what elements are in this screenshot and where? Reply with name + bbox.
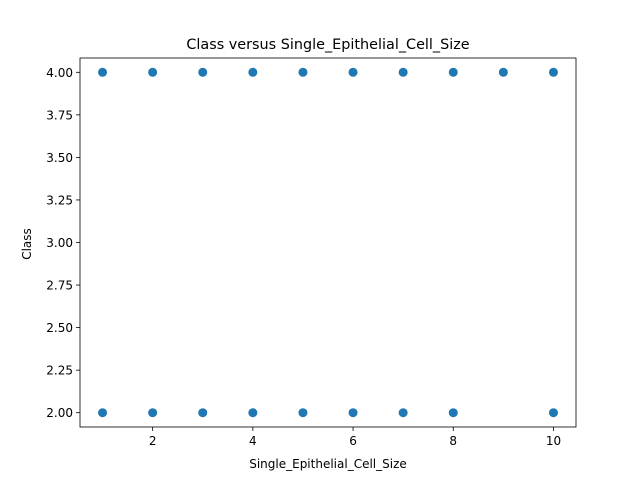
data-point (198, 408, 208, 418)
x-tick-label: 2 (149, 434, 157, 448)
data-point (198, 67, 208, 77)
y-tick-label: 3.75 (46, 108, 73, 122)
data-point (98, 67, 108, 77)
y-tick-label: 2.00 (46, 406, 73, 420)
y-tick-label: 4.00 (46, 66, 73, 80)
data-point (148, 67, 158, 77)
data-point (298, 67, 308, 77)
data-point (298, 408, 308, 418)
data-point (548, 67, 558, 77)
data-point (548, 408, 558, 418)
y-tick-label: 3.25 (46, 193, 73, 207)
data-point (348, 408, 358, 418)
y-tick-label: 2.50 (46, 321, 73, 335)
y-axis-label: Class (20, 228, 34, 260)
x-tick-label: 8 (449, 434, 457, 448)
data-point (148, 408, 158, 418)
data-point (448, 67, 458, 77)
data-point (398, 67, 408, 77)
y-tick-label: 3.00 (46, 236, 73, 250)
x-axis-label: Single_Epithelial_Cell_Size (249, 457, 407, 471)
points-layer (98, 67, 558, 418)
data-point (248, 67, 258, 77)
y-tick-label: 2.75 (46, 279, 73, 293)
y-axis-ticks: 2.00 2.25 2.50 2.75 3.00 3.25 3.50 3.75 4.00 (46, 66, 80, 420)
y-tick-label: 3.50 (46, 151, 73, 165)
x-tick-label: 4 (249, 434, 257, 448)
data-point (98, 408, 108, 418)
data-point (248, 408, 258, 418)
x-axis-ticks: 2 4 6 8 10 (149, 427, 561, 448)
data-point (398, 408, 408, 418)
chart-title: Class versus Single_Epithelial_Cell_Size (186, 37, 469, 53)
data-point (448, 408, 458, 418)
y-tick-label: 2.25 (46, 364, 73, 378)
x-tick-label: 10 (546, 434, 561, 448)
x-tick-label: 6 (349, 434, 357, 448)
data-point (498, 67, 508, 77)
data-point (348, 67, 358, 77)
